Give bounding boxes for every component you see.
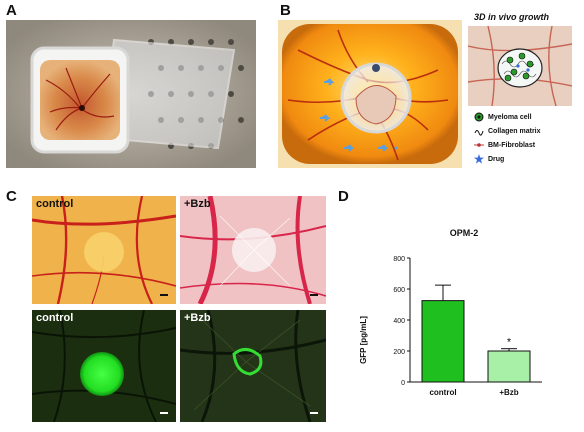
legend-label: Collagen matrix bbox=[488, 127, 541, 135]
bar-0 bbox=[421, 300, 465, 383]
panel-letter-c: C bbox=[6, 188, 17, 205]
legend-label: BM-Fibroblast bbox=[488, 141, 536, 149]
brightfield-control-photo: control bbox=[32, 196, 176, 304]
image-label-bzb-gfp: +Bzb bbox=[184, 312, 211, 324]
x-tick-label: control bbox=[429, 388, 456, 397]
panel-letter-a: A bbox=[6, 2, 17, 19]
3d-growth-inset-photo bbox=[468, 26, 572, 106]
fibroblast-icon bbox=[474, 140, 484, 150]
y-tick-label: 0 bbox=[401, 380, 405, 387]
gfp-bar-chart: OPM-2 GFP [pg/mL] 0 200 400 600 800 control +… bbox=[359, 228, 542, 397]
chart-labels: control +Bzb * bbox=[429, 337, 518, 397]
chart-title: OPM-2 bbox=[450, 228, 479, 238]
x-tick-label: +Bzb bbox=[499, 388, 518, 397]
panel-letter-b: B bbox=[280, 2, 291, 19]
y-tick-label: 200 bbox=[393, 349, 405, 356]
panel-letter-d: D bbox=[338, 188, 349, 205]
cam-egg-photo bbox=[278, 20, 462, 168]
myeloma-cell-icon bbox=[474, 112, 484, 122]
image-label-bzb: +Bzb bbox=[184, 198, 211, 210]
y-tick-label: 400 bbox=[393, 318, 405, 325]
bar-1 bbox=[487, 350, 531, 383]
legend-item-myeloma: Myeloma cell bbox=[474, 112, 532, 122]
petri-dish-photo bbox=[6, 20, 256, 168]
legend-item-collagen: Collagen matrix bbox=[474, 126, 541, 136]
y-tick-label: 800 bbox=[393, 256, 405, 263]
chart-bars bbox=[421, 284, 531, 383]
significance-marker: * bbox=[507, 337, 512, 349]
legend-label: Myeloma cell bbox=[488, 113, 532, 121]
y-axis-label: GFP [pg/mL] bbox=[359, 316, 368, 364]
fluorescence-control-photo: control bbox=[32, 310, 176, 422]
inset-title: 3D in vivo growth bbox=[474, 12, 550, 22]
legend-label: Drug bbox=[488, 155, 505, 163]
fluorescence-bzb-photo: +Bzb bbox=[180, 310, 326, 422]
image-label-control-gfp: control bbox=[36, 312, 74, 324]
inset-legend: Myeloma cell Collagen matrix BM-Fibrobla… bbox=[474, 112, 578, 172]
collagen-matrix-icon bbox=[474, 126, 484, 136]
y-tick-label: 600 bbox=[393, 287, 405, 294]
legend-item-fibroblast: BM-Fibroblast bbox=[474, 140, 535, 150]
drug-star-icon bbox=[474, 154, 484, 164]
image-label-control: control bbox=[36, 198, 74, 210]
brightfield-bzb-photo: +Bzb bbox=[180, 196, 326, 304]
legend-item-drug: Drug bbox=[474, 154, 504, 164]
